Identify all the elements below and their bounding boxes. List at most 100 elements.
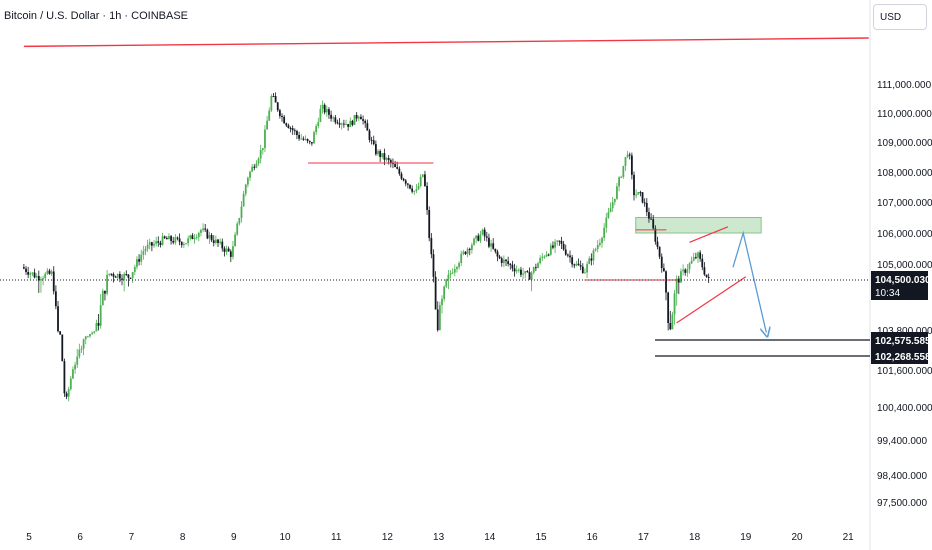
y-tick-label: 108,000.000 bbox=[877, 168, 932, 179]
candle-body bbox=[541, 256, 544, 258]
candle-body bbox=[650, 218, 652, 220]
candle-body bbox=[438, 305, 441, 331]
candle-body bbox=[618, 177, 620, 187]
candle bbox=[33, 268, 36, 279]
candle bbox=[255, 160, 258, 169]
candle bbox=[577, 258, 580, 266]
candle bbox=[323, 103, 326, 115]
candle-body bbox=[193, 238, 196, 240]
candle bbox=[210, 233, 213, 243]
candle bbox=[494, 248, 497, 254]
candle-body bbox=[129, 277, 132, 279]
candle-body bbox=[669, 323, 672, 330]
candle-body bbox=[524, 271, 527, 274]
candle-body bbox=[374, 144, 377, 155]
candle bbox=[526, 270, 529, 273]
candle bbox=[242, 190, 245, 207]
candle bbox=[281, 113, 283, 122]
candle-body bbox=[289, 128, 292, 130]
x-tick-label: 8 bbox=[180, 532, 186, 543]
candle-body bbox=[223, 248, 226, 252]
candle bbox=[596, 240, 599, 253]
candle bbox=[180, 241, 183, 248]
candle bbox=[477, 233, 480, 242]
candle-body bbox=[293, 130, 296, 132]
candle bbox=[289, 126, 292, 133]
candle-body bbox=[253, 166, 256, 168]
candle bbox=[52, 266, 55, 295]
candle-body bbox=[210, 234, 213, 241]
target-level-tag bbox=[871, 332, 928, 348]
candle-body bbox=[219, 241, 222, 243]
candle-body bbox=[340, 123, 343, 125]
candle-body bbox=[240, 206, 243, 219]
candle-body bbox=[620, 176, 623, 178]
y-tick-label: 100,400.000 bbox=[877, 403, 932, 414]
candle bbox=[607, 207, 610, 219]
candle bbox=[234, 232, 236, 247]
candle-body bbox=[635, 194, 638, 196]
candle bbox=[609, 202, 612, 213]
x-tick-label: 20 bbox=[791, 532, 803, 543]
candle-body bbox=[673, 293, 676, 315]
candle bbox=[155, 236, 158, 247]
candle-body bbox=[150, 242, 153, 246]
candle bbox=[643, 198, 646, 207]
candle bbox=[707, 273, 710, 284]
candle-body bbox=[31, 272, 34, 274]
candle-body bbox=[441, 298, 443, 306]
candle-body bbox=[59, 331, 62, 335]
candle-body bbox=[477, 235, 480, 241]
candle-body bbox=[470, 244, 473, 250]
candle bbox=[360, 114, 362, 120]
candle-body bbox=[366, 123, 369, 131]
candle-body bbox=[643, 202, 646, 204]
candle bbox=[272, 92, 275, 98]
currency-button[interactable]: USD bbox=[873, 4, 927, 30]
candle bbox=[249, 170, 251, 181]
candle-body bbox=[104, 290, 106, 294]
candle bbox=[645, 198, 648, 217]
candle-body bbox=[148, 242, 151, 245]
candle-body bbox=[526, 271, 529, 273]
candle-body bbox=[35, 276, 38, 278]
candle bbox=[276, 101, 279, 112]
candle-body bbox=[400, 173, 403, 179]
y-tick-label: 109,000.000 bbox=[877, 138, 932, 149]
candle-body bbox=[310, 142, 313, 144]
candle bbox=[223, 246, 226, 257]
candle bbox=[590, 253, 593, 266]
candle bbox=[253, 164, 256, 171]
candle bbox=[530, 271, 533, 292]
candle bbox=[349, 117, 352, 127]
candle-body bbox=[27, 271, 30, 275]
candle-body bbox=[462, 251, 465, 254]
candle-body bbox=[417, 185, 420, 190]
candle bbox=[654, 225, 657, 245]
candle-body bbox=[362, 119, 364, 121]
candle-body bbox=[383, 153, 386, 160]
candle bbox=[479, 230, 482, 244]
candle-body bbox=[601, 237, 603, 243]
candle bbox=[383, 148, 386, 166]
candle bbox=[430, 232, 433, 259]
candle bbox=[106, 269, 108, 296]
candle-body bbox=[106, 274, 108, 294]
candle-body bbox=[607, 212, 610, 218]
candle bbox=[603, 223, 606, 242]
candle bbox=[652, 215, 655, 230]
candle bbox=[161, 232, 164, 246]
candle-body bbox=[67, 389, 70, 397]
candle bbox=[46, 268, 49, 276]
candle-body bbox=[74, 364, 76, 370]
candle bbox=[197, 231, 200, 242]
candle-body bbox=[328, 109, 330, 115]
candle bbox=[490, 239, 492, 252]
x-tick-label: 11 bbox=[331, 532, 342, 543]
candle-body bbox=[513, 268, 516, 272]
candle-body bbox=[560, 240, 563, 244]
candle bbox=[308, 140, 311, 145]
candle-body bbox=[234, 234, 236, 247]
x-tick-label: 16 bbox=[587, 532, 599, 543]
